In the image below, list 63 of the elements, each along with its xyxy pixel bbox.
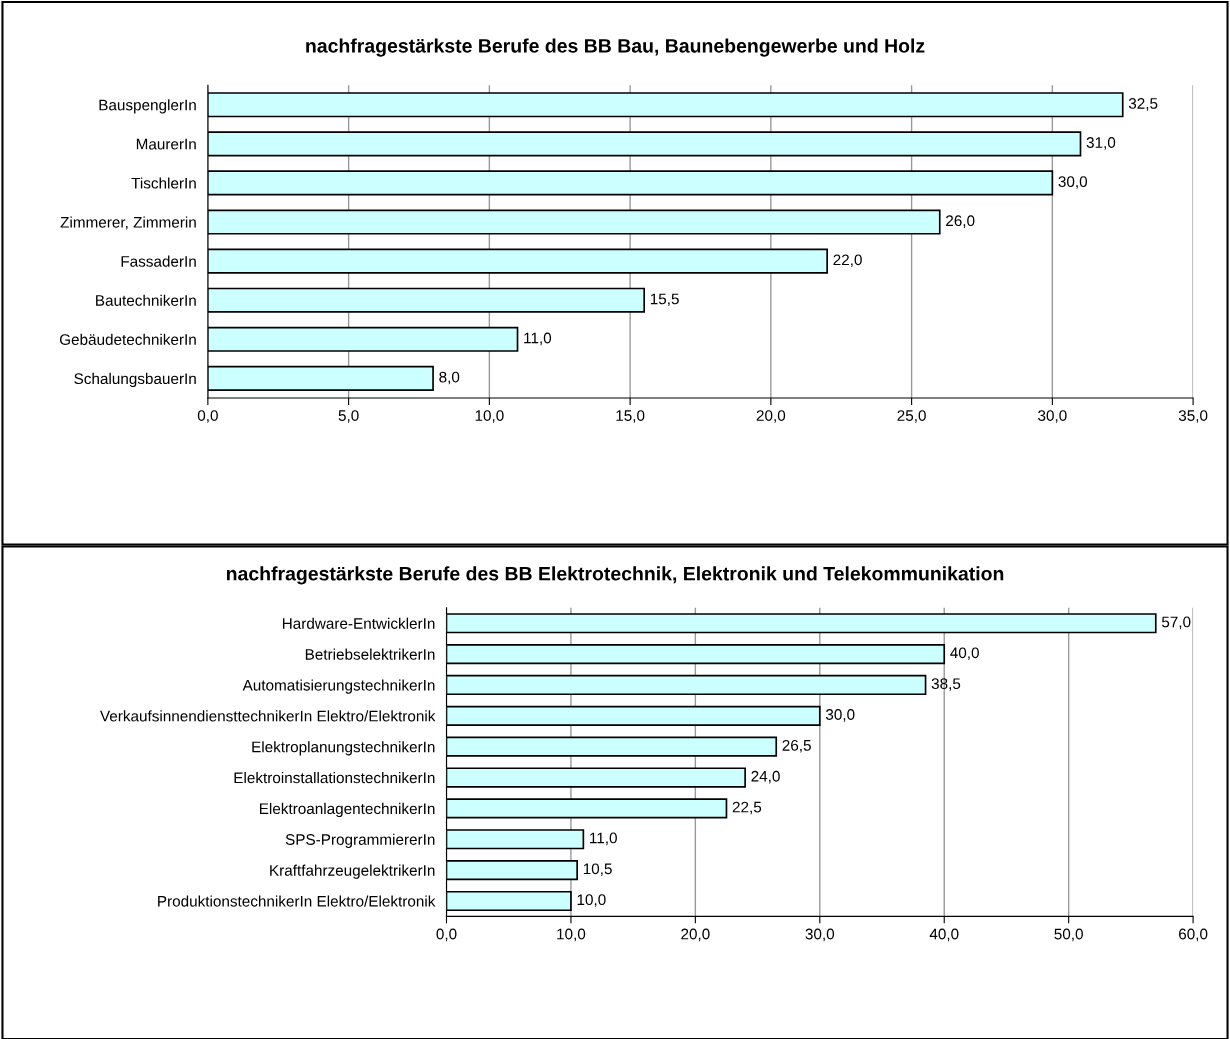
bar [446, 767, 746, 788]
x-tick-label: 25,0 [897, 410, 926, 423]
y-tick-label: Zimmerer, Zimmerin [60, 216, 196, 230]
y-tick-label: TischlerIn [131, 177, 196, 189]
bar [446, 890, 572, 912]
bar [446, 705, 821, 726]
x-tick-label: 60,0 [1179, 928, 1208, 942]
data-label: 10,5 [583, 863, 612, 877]
data-label: 11,0 [524, 332, 552, 346]
x-tick-label: 20,0 [756, 410, 786, 423]
x-tick-label: 30,0 [1038, 410, 1067, 423]
data-label: 10,0 [577, 894, 606, 907]
x-tick-label: 50,0 [1054, 928, 1083, 942]
y-tick-label: SPS-ProgrammiererIn [285, 833, 435, 848]
chart-title: nachfragestärkste Berufe des BB Bau, Baunebengewerbe und Holz [306, 38, 925, 57]
x-tick-label: 20,0 [681, 928, 710, 942]
y-tick-label: SchalungsbauerIn [74, 372, 196, 388]
x-tick-label: 10,0 [557, 928, 586, 942]
bar [446, 829, 585, 850]
y-tick-label: AutomatisierungstechnikerIn [242, 679, 435, 694]
x-tick-label: 40,0 [929, 928, 959, 942]
y-tick-label: MaurerIn [136, 138, 196, 150]
y-tick-label: BauspenglerIn [99, 99, 196, 114]
bar [446, 736, 778, 757]
data-label: 31,0 [1086, 137, 1116, 150]
data-label: 38,5 [931, 678, 961, 691]
x-tick-label: 5,0 [338, 410, 359, 423]
y-tick-label: BautechnikerIn [96, 294, 196, 306]
data-label: 22,5 [732, 801, 762, 815]
data-label: 32,5 [1128, 98, 1158, 111]
x-tick-label: 0,0 [197, 410, 218, 423]
y-tick-label: ElektroanlagentechnikerIn [259, 802, 435, 818]
data-label: 26,5 [782, 739, 811, 753]
y-tick-label: ElektroplanungstechnikerIn [252, 741, 435, 756]
data-label: 30,0 [1058, 176, 1088, 189]
data-label: 24,0 [751, 770, 780, 784]
data-label: 40,0 [950, 647, 979, 661]
data-label: 57,0 [1161, 616, 1191, 630]
data-label: 15,5 [650, 293, 679, 307]
data-label: 11,0 [590, 832, 617, 846]
y-tick-label: KraftfahrzeugelektrikerIn [270, 864, 435, 879]
bar [446, 644, 946, 665]
y-tick-label: FassaderIn [121, 255, 196, 267]
bar [446, 613, 1157, 634]
x-tick-label: 0,0 [436, 928, 457, 942]
y-tick-label: GebäudetechnikerIn [59, 333, 196, 345]
y-tick-label: VerkaufsinnendiensttechnikerIn Elektro/Elektronik [100, 710, 436, 722]
data-label: 26,0 [946, 215, 975, 228]
x-tick-label: 35,0 [1178, 410, 1208, 423]
y-tick-label: ElektroinstallationstechnikerIn [234, 772, 435, 784]
x-tick-label: 15,0 [616, 410, 645, 423]
bar [446, 860, 578, 881]
data-label: 8,0 [439, 371, 460, 385]
y-tick-label: BetriebselektrikerIn [305, 648, 435, 660]
bar [446, 674, 927, 696]
data-label: 22,0 [833, 254, 862, 268]
data-label: 30,0 [825, 709, 855, 722]
bar [446, 798, 728, 819]
x-tick-label: 10,0 [475, 410, 504, 423]
chart-title: nachfragestärkste Berufe des BB Elektrotechnik, Elektronik und Telekommunikation [226, 566, 1004, 585]
y-tick-label: Hardware-EntwicklerIn [282, 617, 435, 629]
x-tick-label: 30,0 [805, 928, 835, 942]
y-tick-label: ProduktionstechnikerIn Elektro/Elektronik [158, 895, 436, 907]
